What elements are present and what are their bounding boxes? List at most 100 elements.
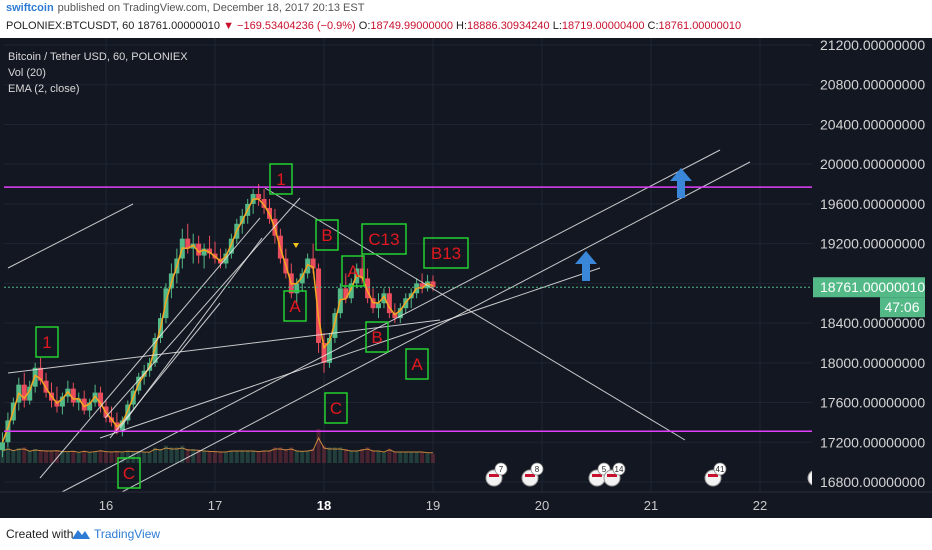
annotation-label-3: B <box>321 226 332 245</box>
event-count-label-4: 41 <box>716 465 725 474</box>
trendline-7 <box>109 302 221 439</box>
price-tick-label-9: 20400.00000000 <box>820 116 925 132</box>
candle-body <box>376 303 381 309</box>
trendline-9 <box>39 217 261 479</box>
countdown-label: 47:06 <box>884 299 919 315</box>
volume-bar <box>93 451 98 463</box>
annotation-box-0 <box>35 326 59 358</box>
volume-bar <box>392 452 397 463</box>
candle-body <box>76 398 82 403</box>
volume-bar <box>403 452 408 463</box>
candle-body <box>316 268 322 343</box>
candle-body <box>430 281 436 288</box>
high-label: H: <box>456 20 468 32</box>
forecast-arrow-icon-0 <box>670 168 692 198</box>
volume-bar <box>180 445 185 463</box>
candle-body <box>365 278 371 299</box>
low-label: L: <box>552 20 562 32</box>
trendlines <box>7 149 751 494</box>
price-tick-label-10: 20800.00000000 <box>820 77 925 93</box>
candle-body <box>419 283 425 289</box>
annotation-box-9 <box>423 237 469 269</box>
candle-body <box>81 398 87 411</box>
volume-bar <box>251 450 256 463</box>
candle-body <box>397 308 403 319</box>
time-axis[interactable]: 16 17 18 19 20 21 22 <box>0 491 932 518</box>
volume-bar <box>33 449 38 463</box>
candle-body <box>98 392 104 407</box>
event-count-label-1: 8 <box>535 465 540 474</box>
volume-bar <box>398 452 403 463</box>
tradingview-link[interactable]: TradingView <box>94 527 161 541</box>
candle-body <box>125 404 131 421</box>
volume-bar <box>125 451 130 463</box>
volume-bar <box>38 450 43 463</box>
volume-bar <box>191 449 196 463</box>
author-link[interactable]: swiftcoin <box>6 2 54 14</box>
date-tick-label-5: 21 <box>644 498 658 513</box>
volume-bar <box>11 450 16 463</box>
candle-body <box>386 293 392 314</box>
volume-bar <box>27 451 32 463</box>
ema-line <box>1 198 434 443</box>
price-tick-label-3: 18000.00000000 <box>820 355 925 371</box>
annotation-label-9: B13 <box>431 244 461 263</box>
volume-bar <box>245 450 250 463</box>
created-with-label: Created with <box>6 527 74 541</box>
volume-bar <box>54 450 59 463</box>
price-tick-label-11: 21200.00000000 <box>820 38 925 53</box>
volume-bar <box>305 450 310 463</box>
price-tick-label-6: 19200.00000000 <box>820 236 925 252</box>
candle-body <box>256 193 262 199</box>
candle-body <box>392 313 398 319</box>
date-tick-label-1: 17 <box>208 498 222 513</box>
candle-body <box>321 342 327 363</box>
annotation-box-4 <box>341 255 365 287</box>
event-count-label-3: 14 <box>615 465 624 474</box>
open-label: O: <box>358 20 371 32</box>
price-axis[interactable]: 19768.9483918217311.3556446416800.000000… <box>812 38 932 518</box>
symbol-label: POLONIEX:BTCUSDT, 60 <box>6 20 135 32</box>
volume-bar <box>82 451 87 463</box>
annotation-label-1: 1 <box>276 170 285 189</box>
trendline-2 <box>59 149 721 494</box>
volume-bar <box>283 449 288 463</box>
event-count-badge-3 <box>612 462 626 476</box>
date-tick-label-6: 22 <box>753 498 767 513</box>
candle-body <box>0 442 5 451</box>
annotation-label-2: C <box>123 464 135 483</box>
annotation-box-6 <box>361 223 407 255</box>
candle-body <box>348 283 354 299</box>
volume-bar <box>332 447 337 463</box>
candle-body <box>310 258 316 269</box>
volume-bar <box>267 450 272 463</box>
candle-body <box>299 273 305 284</box>
volume-bars <box>0 429 435 463</box>
event-flag-stripe-0 <box>489 474 499 477</box>
volume-bar <box>381 452 386 463</box>
volume-bar <box>196 449 201 463</box>
volume-bar <box>163 445 168 463</box>
volume-bar <box>371 450 376 463</box>
volume-bar <box>76 453 81 463</box>
volume-bar <box>262 450 267 463</box>
candle-body <box>152 337 158 363</box>
volume-bar <box>185 449 190 463</box>
volume-bar <box>60 451 65 463</box>
price-change-value: ▼ −169.53404236 (−0.9%) <box>223 20 356 32</box>
event-count-label-0: 7 <box>499 465 504 474</box>
candle-body <box>425 281 431 289</box>
volume-bar <box>420 452 425 463</box>
publish-line: swiftcoin published on TradingView.com, D… <box>6 2 364 14</box>
volume-bar <box>425 453 430 463</box>
volume-bar <box>65 451 70 463</box>
trendline-3 <box>119 161 751 494</box>
date-tick-label-4: 20 <box>535 498 549 513</box>
event-flag-stripe-3 <box>607 474 617 477</box>
last-price-value: 18761.00000010 <box>137 20 221 32</box>
ohlc-line: POLONIEX:BTCUSDT, 60 18761.00000010 ▼ −1… <box>6 20 741 32</box>
close-label: C: <box>647 20 659 32</box>
annotation-box-3 <box>315 219 339 251</box>
